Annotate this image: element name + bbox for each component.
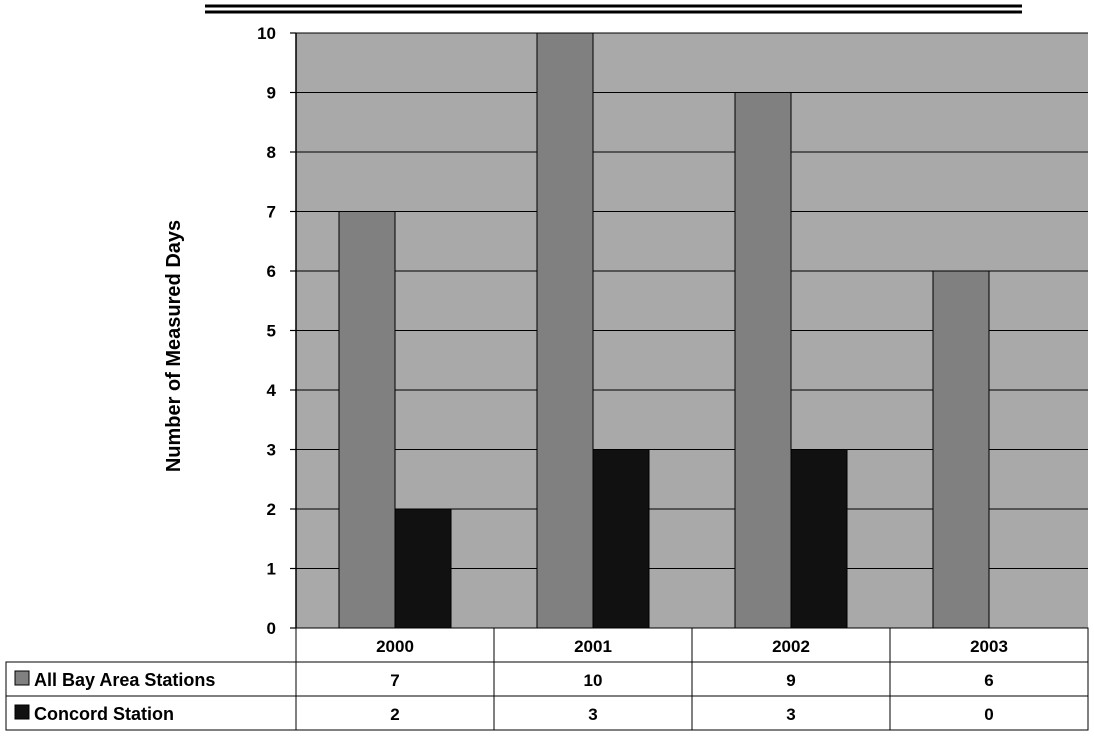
data-label: 3 (786, 705, 795, 724)
data-label: 0 (984, 705, 993, 724)
legend-label: All Bay Area Stations (34, 670, 215, 690)
data-label: 9 (786, 671, 795, 690)
bar (790, 449, 848, 629)
data-label: 2 (390, 705, 399, 724)
data-table: 2000 2001 2002 2003 All Bay Area Stations 7 10… (5, 627, 1089, 731)
bar (536, 32, 594, 629)
bar (592, 449, 650, 629)
y-tick-label: 0 (267, 619, 276, 638)
data-label: 6 (984, 671, 993, 690)
y-tick-label: 5 (267, 322, 276, 341)
x-tick-label: 2002 (772, 637, 810, 656)
x-tick-label: 2003 (970, 637, 1008, 656)
y-axis-ticks: 0 1 2 3 4 5 6 7 8 9 10 (257, 24, 296, 638)
bar (394, 508, 452, 629)
y-tick-label: 7 (267, 203, 276, 222)
y-tick-label: 10 (257, 24, 276, 43)
y-tick-label: 2 (267, 500, 276, 519)
legend-swatch (14, 704, 30, 720)
bar (734, 92, 792, 629)
legend-swatch (14, 670, 30, 686)
bar (338, 211, 396, 629)
y-axis-label: Number of Measured Days (163, 220, 185, 472)
y-tick-label: 6 (267, 262, 276, 281)
x-tick-label: 2000 (376, 637, 414, 656)
y-tick-label: 3 (267, 441, 276, 460)
x-tick-label: 2001 (574, 637, 612, 656)
y-tick-label: 1 (267, 560, 276, 579)
y-tick-label: 4 (267, 381, 277, 400)
data-label: 7 (390, 671, 399, 690)
data-label: 3 (588, 705, 597, 724)
y-tick-label: 9 (267, 84, 276, 103)
y-tick-label: 8 (267, 143, 276, 162)
legend-label: Concord Station (34, 704, 174, 724)
data-label: 10 (584, 671, 603, 690)
bar (932, 270, 990, 629)
bars (338, 32, 990, 629)
title-rule (205, 4, 1022, 14)
